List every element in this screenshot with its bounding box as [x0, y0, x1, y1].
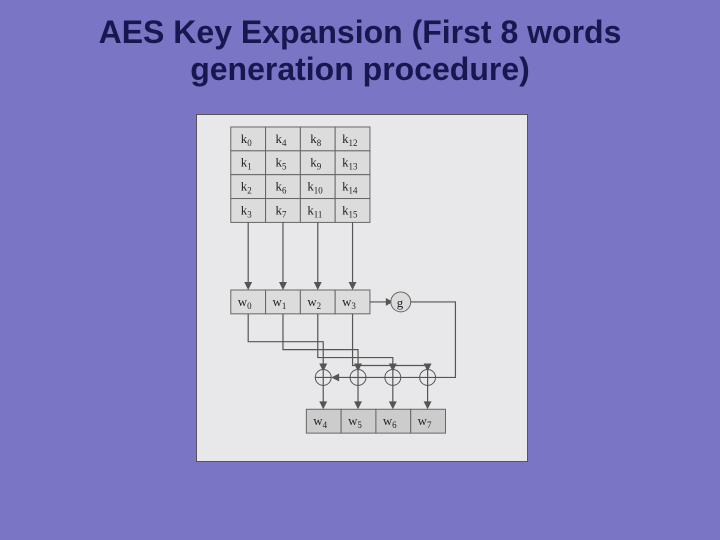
- aes-diagram: k0 k4 k8 k12 k1 k5 k9 k13 k2 k6 k10 k14 …: [197, 115, 527, 461]
- xor-icon: [350, 370, 366, 386]
- key-grid: k0 k4 k8 k12 k1 k5 k9 k13 k2 k6 k10 k14 …: [231, 127, 370, 222]
- arrows-xor-to-w2: [319, 385, 431, 409]
- arrows-w-to-xor: [248, 314, 431, 372]
- w-row-bottom: w4 w5 w6 w7: [306, 409, 445, 433]
- xor-icon: [420, 370, 436, 386]
- g-label: g: [397, 295, 404, 310]
- xor-icon: [385, 370, 401, 386]
- xor-icon: [315, 370, 331, 386]
- arrows-k-to-w: [244, 222, 356, 290]
- diagram-frame: k0 k4 k8 k12 k1 k5 k9 k13 k2 k6 k10 k14 …: [196, 114, 528, 462]
- w-row-top: w0 w1 w2 w3: [231, 290, 370, 314]
- slide-title: AES Key Expansion (First 8 words generat…: [0, 0, 720, 94]
